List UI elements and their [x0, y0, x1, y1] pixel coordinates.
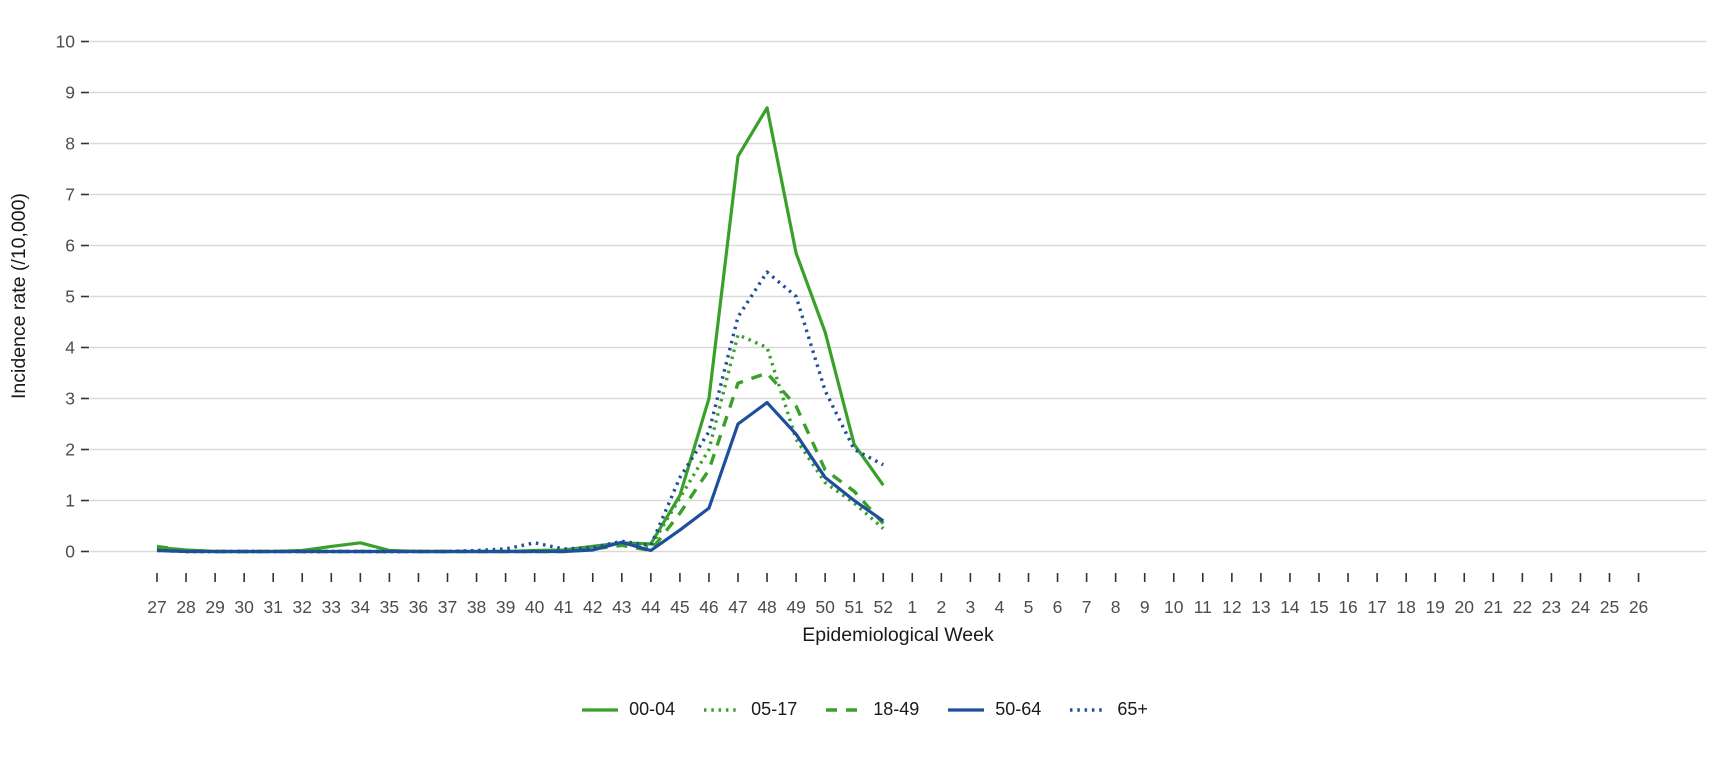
x-tick-label: 15: [1309, 597, 1328, 617]
x-tick-label: 16: [1338, 597, 1357, 617]
x-tick-label: 40: [525, 597, 545, 617]
x-tick-label: 35: [380, 597, 399, 617]
x-tick-label: 17: [1367, 597, 1386, 617]
x-tick-label: 11: [1194, 597, 1212, 617]
series-line-05-17: [156, 333, 885, 554]
x-tick-label: 20: [1455, 597, 1475, 617]
x-tick-label: 29: [205, 597, 224, 617]
x-tick-label: 6: [1053, 597, 1063, 617]
x-tick-label: 25: [1600, 597, 1619, 617]
legend-item-65+: 65+: [1068, 699, 1148, 720]
x-tick-label: 4: [995, 597, 1005, 617]
legend-label: 18-49: [873, 699, 920, 719]
x-tick-label: 28: [176, 597, 195, 617]
x-tick-label: 36: [409, 597, 428, 617]
x-tick-label: 31: [263, 597, 282, 617]
y-tick-label: 8: [65, 134, 75, 154]
legend: 00-04 05-17 18-49 50-64 65+: [0, 699, 1728, 720]
legend-key-dotted-line-icon: [704, 707, 741, 712]
x-tick-label: 5: [1024, 597, 1034, 617]
legend-label: 65+: [1117, 699, 1148, 719]
x-tick-label: 46: [699, 597, 718, 617]
legend-item-18-49: 18-49: [824, 699, 919, 720]
y-axis-title: Incidence rate (/10,000): [8, 193, 30, 399]
legend-key-solid-line-icon: [582, 707, 619, 712]
legend-item-05-17: 05-17: [702, 699, 797, 720]
y-tick-label: 2: [65, 440, 75, 460]
x-tick-label: 26: [1629, 597, 1648, 617]
x-tick-label: 1: [907, 597, 917, 617]
x-tick-label: 7: [1082, 597, 1092, 617]
x-tick-label: 2: [936, 597, 946, 617]
x-tick-label: 34: [351, 597, 371, 617]
y-tick-label: 6: [65, 236, 75, 256]
x-tick-label: 47: [728, 597, 747, 617]
x-tick-label: 43: [612, 597, 631, 617]
x-tick-label: 52: [874, 597, 893, 617]
x-tick-label: 23: [1542, 597, 1561, 617]
legend-item-50-64: 50-64: [946, 699, 1041, 720]
x-tick-label: 14: [1280, 597, 1300, 617]
x-tick-label: 10: [1164, 597, 1184, 617]
x-tick-label: 45: [670, 597, 689, 617]
y-tick-label: 10: [56, 32, 76, 52]
x-tick-label: 3: [966, 597, 976, 617]
x-tick-label: 30: [234, 597, 254, 617]
y-tick-label: 5: [65, 287, 75, 307]
y-tick-label: 3: [65, 389, 75, 409]
legend-key-dashed-line-icon: [826, 707, 863, 712]
x-tick-label: 21: [1484, 597, 1503, 617]
x-tick-label: 9: [1140, 597, 1150, 617]
x-tick-label: 18: [1396, 597, 1415, 617]
x-tick-label: 39: [496, 597, 515, 617]
x-tick-label: 27: [147, 597, 166, 617]
x-tick-label: 13: [1251, 597, 1270, 617]
y-tick-label: 7: [65, 185, 75, 205]
x-tick-label: 12: [1222, 597, 1241, 617]
x-axis-title: Epidemiological Week: [802, 624, 994, 646]
y-tick-label: 1: [65, 491, 75, 511]
legend-item-00-04: 00-04: [580, 699, 675, 720]
x-tick-label: 42: [583, 597, 602, 617]
y-tick-label: 0: [65, 542, 75, 562]
y-tick-label: 4: [65, 338, 75, 358]
x-tick-label: 19: [1425, 597, 1444, 617]
x-tick-label: 33: [322, 597, 341, 617]
x-tick-label: 22: [1513, 597, 1532, 617]
series-line-50-64: [156, 400, 885, 554]
x-tick-label: 44: [641, 597, 661, 617]
y-tick-label: 9: [65, 83, 75, 103]
legend-label: 05-17: [751, 699, 798, 719]
x-tick-label: 49: [786, 597, 805, 617]
series-line-18-49: [156, 371, 885, 554]
legend-label: 50-64: [995, 699, 1042, 719]
x-tick-label: 51: [844, 597, 863, 617]
x-tick-label: 8: [1111, 597, 1121, 617]
legend-key-solid-line-icon: [948, 707, 985, 712]
legend-label: 00-04: [629, 699, 676, 719]
x-tick-label: 48: [757, 597, 776, 617]
x-tick-label: 32: [293, 597, 312, 617]
x-tick-label: 38: [467, 597, 486, 617]
x-tick-label: 37: [438, 597, 457, 617]
x-tick-label: 50: [815, 597, 835, 617]
series-line-00-04: [156, 106, 885, 554]
legend-key-dotted-line-icon: [1070, 707, 1107, 712]
x-tick-label: 41: [554, 597, 573, 617]
x-tick-label: 24: [1571, 597, 1591, 617]
